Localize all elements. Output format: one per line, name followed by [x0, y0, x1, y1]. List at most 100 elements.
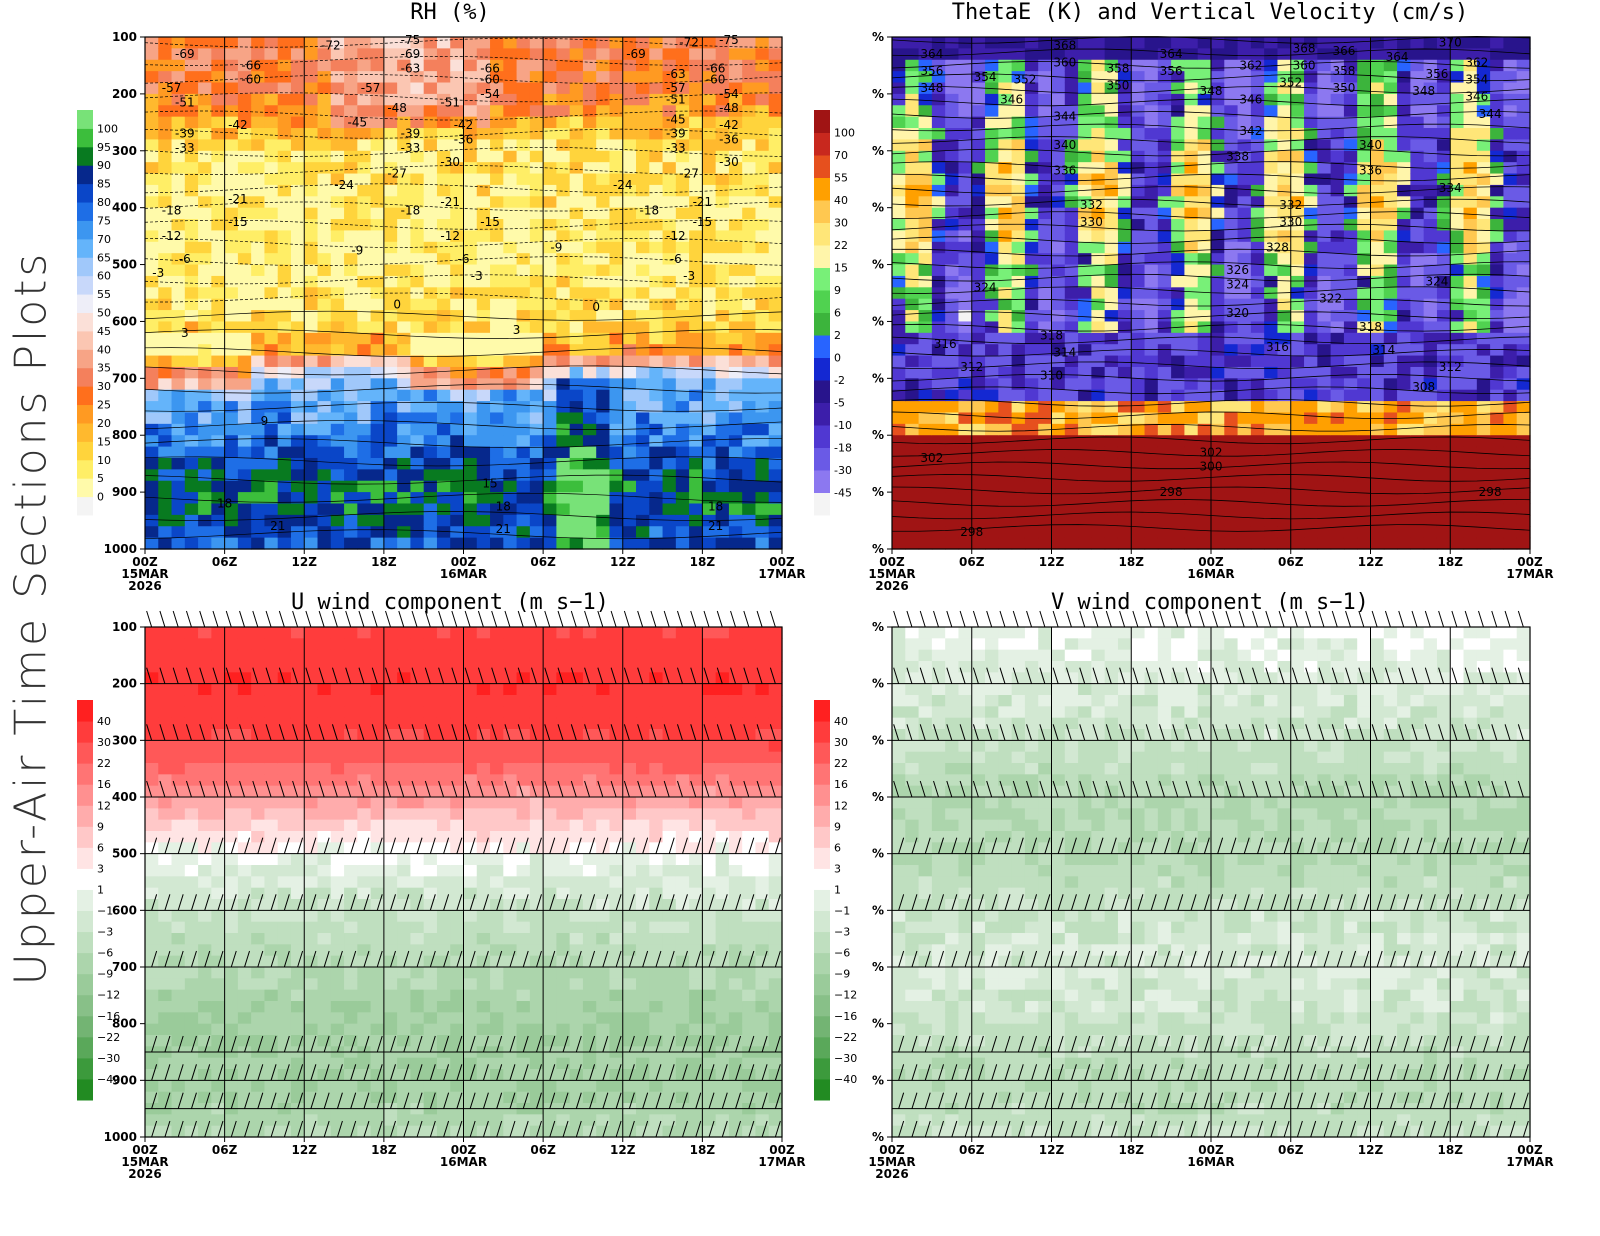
thetae-cell	[1423, 287, 1438, 300]
thetae-cell	[971, 264, 986, 277]
rh-cell	[450, 537, 465, 550]
thetae-label: 360	[1293, 58, 1316, 72]
u-wind-cell	[171, 1069, 186, 1081]
thetae-cell	[971, 93, 986, 106]
u-wind-cell	[145, 1035, 159, 1047]
thetae-cell	[971, 59, 986, 72]
rh-cell	[728, 492, 743, 505]
thetae-cell	[1343, 207, 1358, 220]
rh-cell	[251, 241, 266, 254]
rh-cell	[423, 219, 438, 232]
rh-cell	[543, 173, 557, 186]
rh-cell	[397, 537, 412, 550]
rh-cell	[264, 173, 279, 186]
rh-cell	[383, 264, 398, 277]
rh-cell	[211, 332, 226, 345]
rh-cell	[330, 207, 345, 220]
thetae-cell	[905, 526, 920, 539]
thetae-cell	[1410, 37, 1425, 49]
thetae-cell	[1078, 435, 1092, 448]
thetae-cell	[958, 366, 973, 379]
rh-cell	[264, 344, 279, 357]
rh-cell	[702, 184, 717, 197]
rh-cell	[410, 401, 425, 414]
rh-cell	[184, 253, 199, 266]
thetae-cell	[1237, 492, 1252, 505]
thetae-cell	[1317, 184, 1332, 197]
u-wind-cell	[184, 672, 199, 685]
thetae-cell	[1038, 71, 1053, 84]
rh-cell	[503, 423, 518, 436]
x-tick-label: 00Z	[1198, 555, 1224, 569]
thetae-cell	[905, 321, 920, 334]
rh-cell	[397, 230, 412, 243]
thetae-cell	[1397, 48, 1411, 61]
thetae-cell	[1250, 128, 1265, 140]
rh-cell	[742, 196, 757, 209]
rh-cell	[596, 366, 611, 379]
thetae-cell	[985, 184, 999, 197]
thetae-cell	[1304, 366, 1318, 379]
thetae-cell	[1078, 492, 1092, 505]
rh-cell	[290, 378, 305, 391]
thetae-cell	[1144, 401, 1159, 414]
thetae-panel: ThetaE (K) and Vertical Velocity (cm/s) …	[814, 0, 1590, 600]
thetae-cell	[1131, 389, 1146, 402]
rh-colorbar-swatch	[77, 404, 93, 424]
thetae-colorbar-label: -30	[834, 464, 852, 477]
u-wind-cell	[145, 1057, 159, 1070]
u-wind-cell	[211, 865, 226, 877]
rh-cell	[304, 310, 319, 323]
u-wind-cell	[211, 1114, 226, 1127]
rh-cell	[715, 298, 730, 311]
thetae-cell	[1011, 503, 1026, 516]
isotherm-label: -24	[334, 178, 354, 192]
rh-cell	[397, 48, 412, 61]
thetae-cell	[1064, 59, 1079, 72]
rh-cell	[383, 526, 398, 539]
thetae-cell	[1104, 332, 1119, 345]
thetae-cell	[1197, 366, 1212, 379]
rh-cell	[689, 241, 703, 254]
rh-cell	[742, 446, 757, 459]
rh-cell	[490, 321, 504, 334]
rh-cell	[490, 150, 504, 163]
rh-cell	[410, 196, 425, 209]
rh-cell	[264, 275, 279, 288]
thetae-cell	[1423, 526, 1438, 539]
thetae-cell	[1290, 139, 1305, 152]
rh-cell	[556, 264, 571, 277]
rh-cell	[609, 162, 624, 175]
rh-cell	[211, 230, 226, 243]
thetae-cell	[1330, 71, 1345, 84]
rh-cell	[609, 230, 624, 243]
thetae-cell	[1197, 469, 1212, 482]
rh-cell	[609, 196, 624, 209]
thetae-cell	[1317, 503, 1332, 516]
thetae-cell	[1436, 196, 1451, 209]
thetae-cell	[1224, 344, 1239, 357]
thetae-cell	[1237, 366, 1252, 379]
thetae-cell	[945, 275, 960, 288]
rh-cell	[702, 469, 717, 482]
rh-cell	[211, 37, 226, 49]
rh-cell	[556, 275, 571, 288]
rh-cell	[330, 150, 345, 163]
rh-cell	[344, 492, 358, 505]
thetae-cell	[1011, 207, 1026, 220]
rh-cell	[423, 116, 438, 129]
isotherm-label: -15	[480, 215, 500, 229]
thetae-cell	[1078, 321, 1092, 334]
thetae-cell	[1051, 59, 1066, 72]
rh-cell	[476, 184, 491, 197]
rh-cell	[768, 275, 783, 288]
thetae-cell	[918, 310, 933, 323]
thetae-cell	[1078, 173, 1092, 186]
thetae-cell	[1436, 37, 1451, 49]
u-wind-cell	[198, 865, 212, 877]
thetae-cell	[1476, 412, 1491, 425]
thetae-cell	[1317, 446, 1332, 459]
rh-cell	[582, 514, 597, 527]
rh-cell	[675, 173, 690, 186]
rh-cell	[768, 526, 783, 539]
